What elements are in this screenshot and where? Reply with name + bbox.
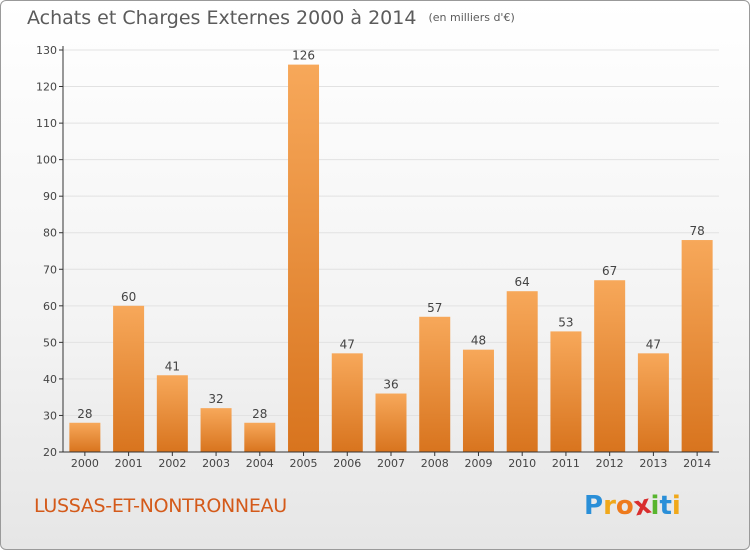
x-tick-label: 2006 [333, 457, 361, 470]
bar [331, 353, 363, 452]
location-label: LUSSAS-ET-NONTRONNEAU [34, 495, 287, 517]
bar [637, 353, 669, 452]
logo-letter: t [659, 491, 672, 521]
y-tick-label: 90 [43, 190, 57, 203]
x-tick-label: 2002 [158, 457, 186, 470]
bar [113, 305, 145, 452]
bar [681, 240, 713, 452]
y-tick-label: 130 [36, 44, 57, 57]
x-tick-label: 2001 [115, 457, 143, 470]
logo-letter: o [615, 491, 634, 521]
y-tick-label: 60 [43, 300, 57, 313]
logo-letter: r [603, 491, 616, 521]
data-label: 28 [252, 407, 267, 421]
bar [156, 375, 188, 452]
data-label: 28 [77, 407, 92, 421]
data-label: 126 [292, 49, 315, 63]
title-text: Achats et Charges Externes 2000 à 2014 [27, 7, 417, 29]
data-label: 67 [602, 264, 617, 278]
data-label: 32 [208, 392, 223, 406]
x-tick-label: 2014 [683, 457, 711, 470]
proxiti-logo: Proxiti [584, 490, 681, 523]
y-tick-label: 20 [43, 446, 57, 459]
bar [244, 422, 276, 452]
data-label: 64 [515, 275, 530, 289]
x-tick-label: 2003 [202, 457, 230, 470]
y-tick-label: 70 [43, 263, 57, 276]
x-tick-label: 2005 [290, 457, 318, 470]
bar [506, 291, 538, 452]
data-label: 47 [340, 337, 355, 351]
chart-title: Achats et Charges Externes 2000 à 2014 (e… [27, 7, 515, 29]
y-tick-label: 50 [43, 336, 57, 349]
x-tick-label: 2012 [596, 457, 624, 470]
chart-subtitle: (en milliers d'€) [428, 11, 515, 24]
x-tick-label: 2004 [246, 457, 274, 470]
bar [594, 280, 626, 452]
x-tick-label: 2013 [639, 457, 667, 470]
x-tick-label: 2010 [508, 457, 536, 470]
logo-letter: i [650, 491, 660, 521]
bar [550, 331, 582, 452]
bar [288, 64, 320, 453]
data-label: 60 [121, 290, 136, 304]
bar [200, 408, 232, 452]
logo-letter: i [671, 491, 681, 521]
data-label: 36 [383, 378, 398, 392]
x-tick-label: 2009 [464, 457, 492, 470]
data-label: 48 [471, 334, 486, 348]
x-tick-label: 2007 [377, 457, 405, 470]
bar [462, 349, 494, 452]
y-tick-label: 80 [43, 227, 57, 240]
data-label: 41 [165, 359, 180, 373]
bar [69, 422, 101, 452]
bar [375, 393, 407, 452]
data-label: 53 [558, 315, 573, 329]
x-tick-label: 2011 [552, 457, 580, 470]
bar [419, 316, 451, 452]
data-label: 47 [646, 337, 661, 351]
y-tick-label: 30 [43, 409, 57, 422]
x-tick-label: 2008 [421, 457, 449, 470]
data-label: 78 [689, 224, 704, 238]
x-tick-label: 2000 [71, 457, 99, 470]
y-tick-label: 120 [36, 81, 57, 94]
y-tick-label: 40 [43, 373, 57, 386]
y-tick-label: 110 [36, 117, 57, 130]
data-label: 57 [427, 301, 442, 315]
y-tick-label: 100 [36, 154, 57, 167]
logo-letter: P [584, 491, 604, 521]
